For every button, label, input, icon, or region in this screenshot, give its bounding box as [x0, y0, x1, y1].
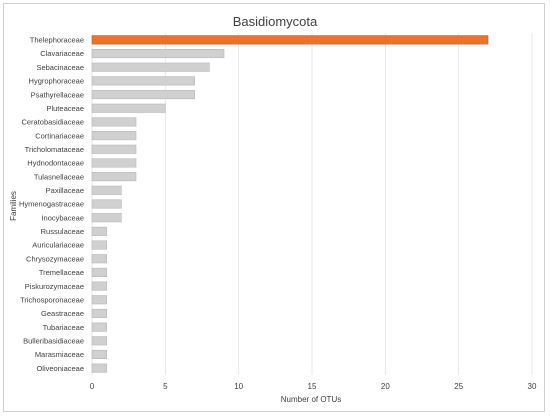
category-label: Hygrophoraceae [29, 77, 84, 86]
category-label: Pluteaceae [46, 104, 84, 113]
gridlines [91, 33, 533, 375]
x-tick-label: 5 [163, 382, 168, 391]
bar-bulleribasidiaceae [91, 336, 107, 346]
y-axis-title: Families [9, 191, 18, 221]
bar-pluteaceae [91, 103, 166, 113]
category-label: Geastraceae [41, 309, 84, 318]
category-label: Hymenogastraceae [19, 200, 84, 209]
bar-trichosporonaceae [91, 295, 107, 305]
category-label: Thelephoraceae [30, 36, 84, 45]
bar-geastraceae [91, 308, 107, 318]
bar-hygrophoraceae [91, 76, 195, 86]
bar-tremellaceae [91, 267, 107, 277]
category-label: Inocybaceae [41, 213, 84, 222]
bar-tubariaceae [91, 322, 107, 332]
bar-hymenogastraceae [91, 199, 122, 209]
category-label: Paxillaceae [46, 186, 84, 195]
bar-tulasnellaceae [91, 172, 137, 182]
bar-sebacinaceae [91, 62, 210, 72]
category-label: Chrysozymaceae [26, 254, 84, 263]
category-labels: Thelephoraceae Clavariaceae Sebacinaceae Hy… [19, 36, 84, 373]
bar-cortinariaceae [91, 131, 137, 141]
x-tick-label: 30 [528, 382, 537, 391]
bar-clavariaceae [91, 48, 225, 59]
bars [91, 35, 489, 373]
bar-oliveoniaceae [91, 363, 107, 373]
category-label: Tremellaceae [39, 268, 84, 277]
category-label: Psathyrellaceae [31, 90, 84, 99]
x-tick-label: 15 [308, 382, 317, 391]
category-label: Russulaceae [41, 227, 84, 236]
x-tick-label: 0 [90, 382, 95, 391]
bar-piskurozymaceae [91, 281, 107, 291]
chart-title: Basidiomycota [232, 14, 318, 29]
bar-tricholomataceae [91, 144, 137, 154]
bar-ceratobasidiaceae [91, 117, 137, 127]
bar-inocybaceae [91, 213, 122, 223]
x-axis-title: Number of OTUs [281, 395, 341, 404]
category-label: Piskurozymaceae [25, 282, 84, 291]
category-label: Tulasnellaceae [34, 172, 84, 181]
bar-marasmiaceae [91, 349, 107, 360]
category-label: Trichosporonaceae [20, 295, 84, 304]
x-tick-label: 25 [454, 382, 463, 391]
category-label: Sebacinaceae [36, 63, 84, 72]
bar-auriculariaceae [91, 240, 107, 250]
category-label: Tubariaceae [43, 323, 84, 332]
bar-thelephoraceae [91, 35, 489, 45]
category-label: Auriculariaceae [32, 241, 84, 250]
x-tick-label: 20 [381, 382, 390, 391]
x-tick-labels: 0 5 10 15 20 25 30 [90, 382, 537, 391]
category-label: Ceratobasidiaceae [21, 118, 84, 127]
category-label: Clavariaceae [40, 49, 84, 58]
bar-paxillaceae [91, 185, 122, 195]
category-label: Marasmiaceae [35, 350, 84, 359]
bar-psathyrellaceae [91, 90, 195, 100]
bar-russulaceae [91, 226, 107, 236]
category-label: Tricholomataceae [25, 145, 84, 154]
bar-chrysozymaceae [91, 254, 107, 264]
bar-hydnodontaceae [91, 158, 137, 168]
category-label: Hydnodontaceae [27, 159, 84, 168]
category-label: Oliveoniaceae [36, 364, 84, 373]
category-label: Cortinariaceae [35, 131, 84, 140]
category-label: Bulleribasidiaceae [23, 337, 84, 346]
x-tick-label: 10 [234, 382, 243, 391]
